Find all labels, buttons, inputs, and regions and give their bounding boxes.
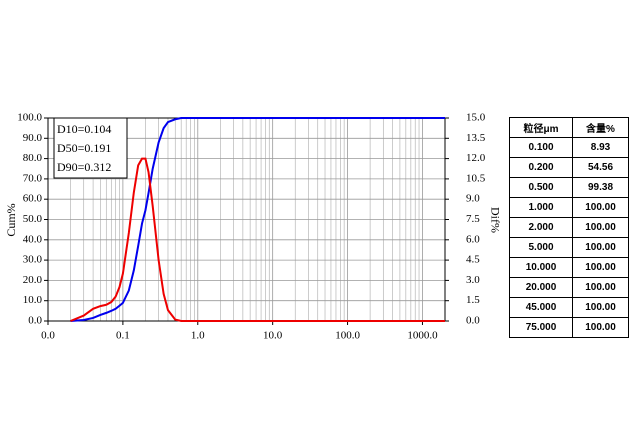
y2-tick-label: 10.5 <box>466 172 486 184</box>
y2-tick-label: 9.0 <box>466 193 480 205</box>
y2-tick-label: 7.5 <box>466 213 480 225</box>
table-cell: 1.000 <box>509 197 573 218</box>
y-axis-label: Cum% <box>4 203 18 236</box>
series-line <box>70 117 445 322</box>
y-tick-label: 70.0 <box>23 172 43 184</box>
table-cell: 含量% <box>572 117 629 138</box>
y-tick-label: 0.0 <box>28 315 42 327</box>
table-cell: 75.000 <box>509 317 573 338</box>
y-tick-label: 50.0 <box>23 213 43 225</box>
table-row: 10.000 100.00 <box>509 257 629 278</box>
y2-axis-label: Dif% <box>488 207 502 233</box>
series-line <box>70 157 445 322</box>
table-row: 1.000 100.00 <box>509 197 629 218</box>
table-row: 75.000 100.00 <box>509 317 629 338</box>
annotation: D50=0.191 <box>57 141 111 155</box>
annotation: D10=0.104 <box>57 122 111 136</box>
y2-tick-label: 3.0 <box>466 274 480 286</box>
table-cell: 2.000 <box>509 217 573 238</box>
y2-tick-label: 4.5 <box>466 254 480 266</box>
table-cell: 100.00 <box>572 197 629 218</box>
table-cell: 54.56 <box>572 157 629 178</box>
y-tick-label: 60.0 <box>23 193 43 205</box>
y-tick-label: 10.0 <box>23 294 43 306</box>
y-tick-label: 40.0 <box>23 233 43 245</box>
y-tick-label: 90.0 <box>23 132 43 144</box>
table-row: 45.000 100.00 <box>509 297 629 318</box>
table-cell: 5.000 <box>509 237 573 258</box>
y-tick-label: 100.0 <box>17 112 42 124</box>
table-cell: 100.00 <box>572 297 629 318</box>
table-cell: 100.00 <box>572 317 629 338</box>
x-tick-label: 1000.0 <box>407 330 438 342</box>
x-tick-label: 10.0 <box>263 330 283 342</box>
y-tick-label: 80.0 <box>23 152 43 164</box>
y2-tick-label: 1.5 <box>466 294 480 306</box>
y2-tick-label: 6.0 <box>466 233 480 245</box>
y2-tick-label: 15.0 <box>466 112 486 124</box>
table-row: 20.000 100.00 <box>509 277 629 298</box>
table-cell: 8.93 <box>572 137 629 158</box>
annotation-box <box>53 117 128 179</box>
table-cell: 100.00 <box>572 257 629 278</box>
table-cell: 99.38 <box>572 177 629 198</box>
table-cell: 10.000 <box>509 257 573 278</box>
table-cell: 100.00 <box>572 217 629 238</box>
table-row: 粒径μm 含量% <box>509 117 629 138</box>
y-tick-label: 20.0 <box>23 274 43 286</box>
table-row: 0.200 54.56 <box>509 157 629 178</box>
x-tick-label: 1.0 <box>191 330 205 342</box>
annotation: D90=0.312 <box>57 160 111 174</box>
size-table: 粒径μm 含量% 0.100 8.93 0.200 54.56 0.500 99.38 1.00… <box>509 117 629 338</box>
x-tick-label: 100.0 <box>335 330 360 342</box>
table-cell: 45.000 <box>509 297 573 318</box>
table-cell: 20.000 <box>509 277 573 298</box>
table-row: 2.000 100.00 <box>509 217 629 238</box>
table-row: 0.100 8.93 <box>509 137 629 158</box>
table-row: 5.000 100.00 <box>509 237 629 258</box>
y-tick-label: 30.0 <box>23 254 43 266</box>
table-cell: 0.500 <box>509 177 573 198</box>
y2-tick-label: 0.0 <box>466 315 480 327</box>
table-cell: 0.200 <box>509 157 573 178</box>
table-cell: 100.00 <box>572 277 629 298</box>
table-row: 0.500 99.38 <box>509 177 629 198</box>
table-cell: 粒径μm <box>509 117 573 138</box>
table-cell: 0.100 <box>509 137 573 158</box>
x-tick-label: 0.0 <box>41 330 55 342</box>
y2-tick-label: 13.5 <box>466 132 486 144</box>
x-tick-label: 0.1 <box>116 330 130 342</box>
y2-tick-label: 12.0 <box>466 152 486 164</box>
table-cell: 100.00 <box>572 237 629 258</box>
